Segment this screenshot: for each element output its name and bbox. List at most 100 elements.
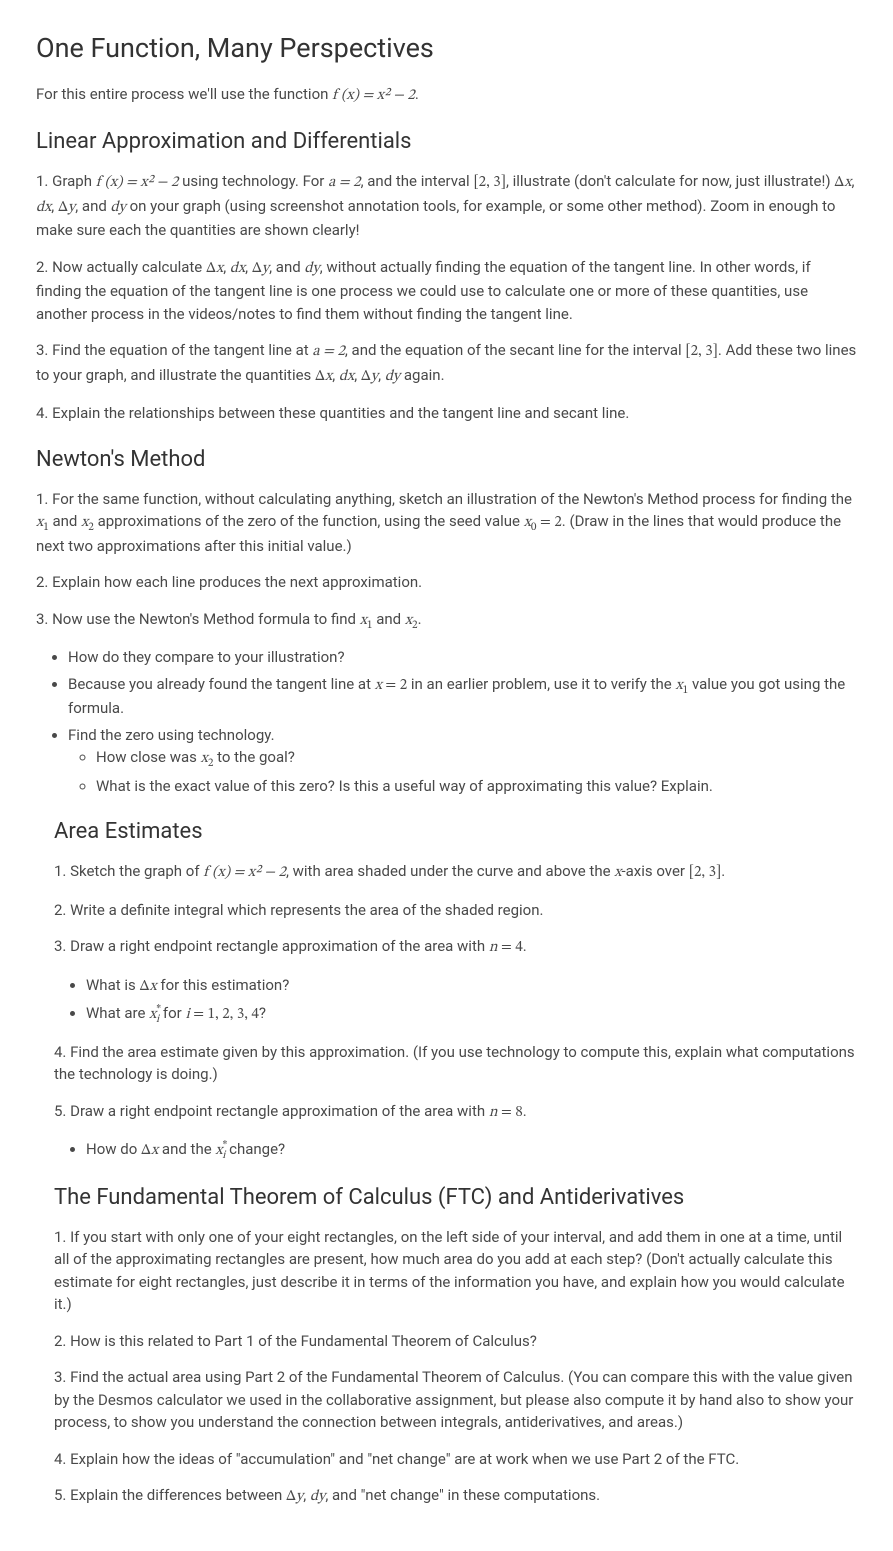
list-item: Because you already found the tangent li…: [68, 673, 857, 720]
math-expr: x2: [81, 515, 94, 530]
text: change?: [225, 1140, 285, 1158]
math-expr: [2, 3]: [473, 175, 506, 190]
text: in an earlier problem, use it to verify …: [407, 675, 675, 693]
linear-p4: 4. Explain the relationships between the…: [36, 402, 857, 425]
area-bullets-2: How do Δx and the x*i change?: [54, 1138, 857, 1163]
math-expr: dy: [111, 200, 126, 215]
ftc-p5: 5. Explain the differences between Δy, d…: [54, 1484, 857, 1509]
text: approximations of the zero of the functi…: [94, 512, 524, 530]
section-heading-area: Area Estimates: [54, 815, 857, 848]
text: ,: [303, 1486, 310, 1504]
math-expr: x0 = 2: [524, 515, 562, 530]
math-expr: Δx: [834, 175, 851, 190]
math-expr: dy: [310, 1489, 325, 1504]
math-expr: Δy: [286, 1489, 303, 1504]
math-expr: dy: [304, 261, 319, 276]
text: ,: [51, 197, 58, 215]
linear-p2: 2. Now actually calculate Δx, dx, Δy, an…: [36, 256, 857, 326]
text: on your graph (using screenshot annotati…: [36, 197, 835, 240]
text: ,: [245, 258, 252, 276]
math-expr: a = 2: [328, 175, 360, 190]
text: 1. Graph: [36, 172, 96, 190]
math-expr: a = 2: [312, 344, 344, 359]
newton-p3: 3. Now use the Newton's Method formula t…: [36, 608, 857, 633]
text: Find the zero using technology.: [68, 726, 275, 744]
area-p4: 4. Find the area estimate given by this …: [54, 1041, 857, 1086]
area-p3: 3. Draw a right endpoint rectangle appro…: [54, 935, 857, 960]
newton-bullets: How do they compare to your illustration…: [36, 646, 857, 797]
text: How close was: [96, 748, 201, 766]
math-expr: x1: [675, 678, 688, 693]
text: for: [159, 1004, 185, 1022]
section-heading-linear: Linear Approximation and Differentials: [36, 125, 857, 158]
text: 3. Find the equation of the tangent line…: [36, 341, 312, 359]
area-p5: 5. Draw a right endpoint rectangle appro…: [54, 1100, 857, 1125]
text: .: [418, 610, 422, 628]
math-expr: Δx: [139, 979, 156, 994]
math-expr: n = 4: [489, 940, 523, 955]
math-expr: x2: [201, 751, 214, 766]
text: 1. Sketch the graph of: [54, 862, 203, 880]
math-expr: dx: [36, 200, 51, 215]
list-item: How close was x2 to the goal?: [96, 746, 857, 771]
sub-list: How close was x2 to the goal? What is th…: [68, 746, 857, 797]
section-heading-newton: Newton's Method: [36, 443, 857, 476]
math-expr: dy: [385, 369, 400, 384]
math-expr: [2, 3]: [689, 865, 722, 880]
area-p1: 1. Sketch the graph of f (x) = x² − 2, w…: [54, 860, 857, 885]
text: , and the interval: [361, 172, 474, 190]
page-title: One Function, Many Perspectives: [36, 28, 857, 69]
text: and: [372, 610, 404, 628]
linear-p3: 3. Find the equation of the tangent line…: [36, 339, 857, 388]
text: 5. Draw a right endpoint rectangle appro…: [54, 1102, 489, 1120]
text: 3. Now use the Newton's Method formula t…: [36, 610, 360, 628]
text: 5. Explain the differences between: [54, 1486, 286, 1504]
text: ,: [851, 172, 854, 190]
math-expr: dx: [230, 261, 245, 276]
text: for this estimation?: [157, 976, 290, 994]
math-expr: x*i: [215, 1143, 225, 1158]
text: 3. Draw a right endpoint rectangle appro…: [54, 937, 489, 955]
math-expr: Δx: [141, 1143, 158, 1158]
math-expr: x = 2: [375, 678, 407, 693]
text: 1. For the same function, without calcul…: [36, 490, 852, 508]
text: again.: [400, 366, 444, 384]
list-item: What is the exact value of this zero? Is…: [96, 775, 857, 798]
text: and the: [158, 1140, 215, 1158]
area-p2: 2. Write a definite integral which repre…: [54, 899, 857, 922]
math-expr: x*i: [149, 1007, 159, 1022]
intro-post: .: [415, 85, 419, 103]
math-expr: f (x) = x² − 2: [203, 865, 286, 880]
text: What are: [86, 1004, 149, 1022]
list-item: How do they compare to your illustration…: [68, 646, 857, 669]
text: ?: [259, 1004, 266, 1022]
section-heading-ftc: The Fundamental Theorem of Calculus (FTC…: [54, 1181, 857, 1214]
text: -axis over: [621, 862, 688, 880]
math-expr: x1: [36, 515, 49, 530]
list-item: What are x*i for i = 1, 2, 3, 4?: [86, 1002, 857, 1027]
list-item: How do Δx and the x*i change?: [86, 1138, 857, 1163]
text: to the goal?: [213, 748, 294, 766]
newton-p1: 1. For the same function, without calcul…: [36, 488, 857, 558]
text: , and the equation of the secant line fo…: [345, 341, 685, 359]
math-expr: f (x) = x² − 2: [96, 175, 179, 190]
text: using technology. For: [178, 172, 328, 190]
math-expr: Δy: [252, 261, 269, 276]
text: and: [49, 512, 81, 530]
math-expr: Δy: [58, 200, 75, 215]
ftc-p4: 4. Explain how the ideas of "accumulatio…: [54, 1448, 857, 1471]
text: Because you already found the tangent li…: [68, 675, 375, 693]
text: .: [721, 862, 725, 880]
list-item: What is Δx for this estimation?: [86, 974, 857, 999]
math-expr: Δx: [206, 261, 223, 276]
intro-math: f (x) = x² − 2: [332, 88, 415, 103]
text: ,: [378, 366, 385, 384]
area-bullets-1: What is Δx for this estimation? What are…: [54, 974, 857, 1027]
text: ,: [332, 366, 339, 384]
area-section: Area Estimates 1. Sketch the graph of f …: [36, 815, 857, 1509]
text: , with area shaded under the curve and a…: [286, 862, 614, 880]
ftc-p3: 3. Find the actual area using Part 2 of …: [54, 1366, 857, 1434]
text: .: [523, 937, 527, 955]
text: What is: [86, 976, 139, 994]
math-expr: n = 8: [489, 1105, 523, 1120]
